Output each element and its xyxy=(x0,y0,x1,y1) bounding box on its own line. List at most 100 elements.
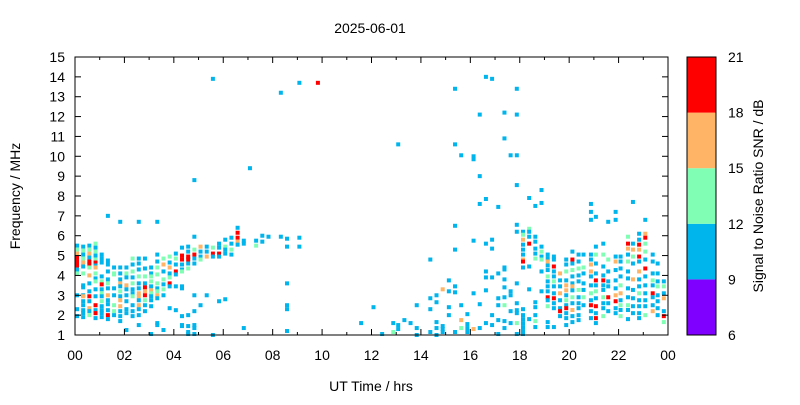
data-point xyxy=(613,306,618,311)
data-point xyxy=(527,287,532,292)
data-point xyxy=(192,256,197,261)
data-point xyxy=(112,265,117,270)
data-point xyxy=(99,291,104,296)
data-point xyxy=(99,304,104,309)
data-point xyxy=(502,267,507,272)
data-point xyxy=(93,249,98,254)
data-point xyxy=(613,278,618,283)
data-point xyxy=(260,239,265,244)
data-point xyxy=(180,253,185,258)
data-point xyxy=(630,254,635,259)
data-point xyxy=(637,269,642,274)
data-point xyxy=(235,242,240,247)
data-point xyxy=(490,323,495,328)
colorbar-tick-label: 6 xyxy=(728,327,736,343)
data-point xyxy=(99,256,104,261)
data-point xyxy=(630,311,635,316)
y-tick-label: 4 xyxy=(57,267,65,283)
data-point xyxy=(601,283,606,288)
data-point xyxy=(155,293,160,298)
data-point xyxy=(155,259,160,264)
data-point xyxy=(606,295,611,300)
colorbar-band xyxy=(687,112,716,169)
data-point xyxy=(434,300,439,305)
data-point xyxy=(593,296,598,301)
data-point xyxy=(643,304,648,309)
data-point xyxy=(359,321,364,326)
data-point xyxy=(551,269,556,274)
data-point xyxy=(186,313,191,318)
data-point xyxy=(149,274,154,279)
data-point xyxy=(593,261,598,266)
data-point xyxy=(520,242,525,247)
x-axis: 00 02 04 06 08 10 12 14 16 18 20 22 00 xyxy=(67,57,676,363)
data-point xyxy=(520,237,525,242)
data-point xyxy=(601,252,606,257)
data-point xyxy=(149,265,154,270)
data-point xyxy=(564,269,569,274)
data-point xyxy=(558,271,563,276)
data-point xyxy=(99,315,104,320)
data-point xyxy=(142,266,147,271)
data-point xyxy=(440,330,445,335)
data-point xyxy=(533,256,538,261)
data-point xyxy=(75,259,79,264)
data-point xyxy=(391,330,396,335)
data-point xyxy=(613,299,618,304)
data-point xyxy=(87,281,92,286)
data-point xyxy=(539,244,544,249)
data-point xyxy=(630,199,635,204)
data-point xyxy=(99,282,104,287)
data-point xyxy=(650,295,655,300)
data-point xyxy=(93,253,98,258)
data-point xyxy=(142,309,147,314)
data-point xyxy=(112,286,117,291)
data-point xyxy=(142,289,147,294)
data-point xyxy=(588,257,593,262)
data-point xyxy=(217,254,222,259)
data-point xyxy=(520,247,525,252)
data-point xyxy=(490,76,495,81)
data-point xyxy=(581,271,586,276)
data-point xyxy=(229,247,234,252)
data-point xyxy=(606,279,611,284)
data-point xyxy=(593,316,598,321)
data-point xyxy=(136,294,141,299)
data-point xyxy=(105,281,110,286)
data-point xyxy=(465,326,470,331)
data-point xyxy=(576,318,581,323)
data-point xyxy=(118,304,123,309)
data-point xyxy=(564,316,569,321)
colorbar-frame xyxy=(686,56,717,336)
data-point xyxy=(118,298,123,303)
data-point xyxy=(496,332,501,337)
data-point xyxy=(118,289,123,294)
data-point xyxy=(527,195,532,200)
data-point xyxy=(625,269,630,274)
data-point xyxy=(155,323,160,328)
data-point xyxy=(428,307,433,312)
data-point xyxy=(588,291,593,296)
data-point xyxy=(570,295,575,300)
data-point xyxy=(514,311,519,316)
x-tick-label: 18 xyxy=(512,347,528,363)
data-point xyxy=(496,318,501,323)
x-tick-label: 00 xyxy=(67,347,83,363)
data-point xyxy=(155,252,160,257)
data-point xyxy=(180,286,185,291)
data-point xyxy=(75,255,79,260)
data-point xyxy=(371,305,376,310)
data-point xyxy=(87,289,92,294)
data-point xyxy=(235,235,240,240)
data-point xyxy=(210,251,215,256)
data-point xyxy=(483,288,488,293)
data-point xyxy=(508,293,513,298)
data-point xyxy=(502,295,507,300)
data-point xyxy=(643,217,648,222)
data-point xyxy=(266,234,271,239)
data-point xyxy=(625,259,630,264)
data-point xyxy=(285,329,290,334)
data-point xyxy=(235,239,240,244)
data-point xyxy=(130,294,135,299)
data-point xyxy=(167,260,172,265)
